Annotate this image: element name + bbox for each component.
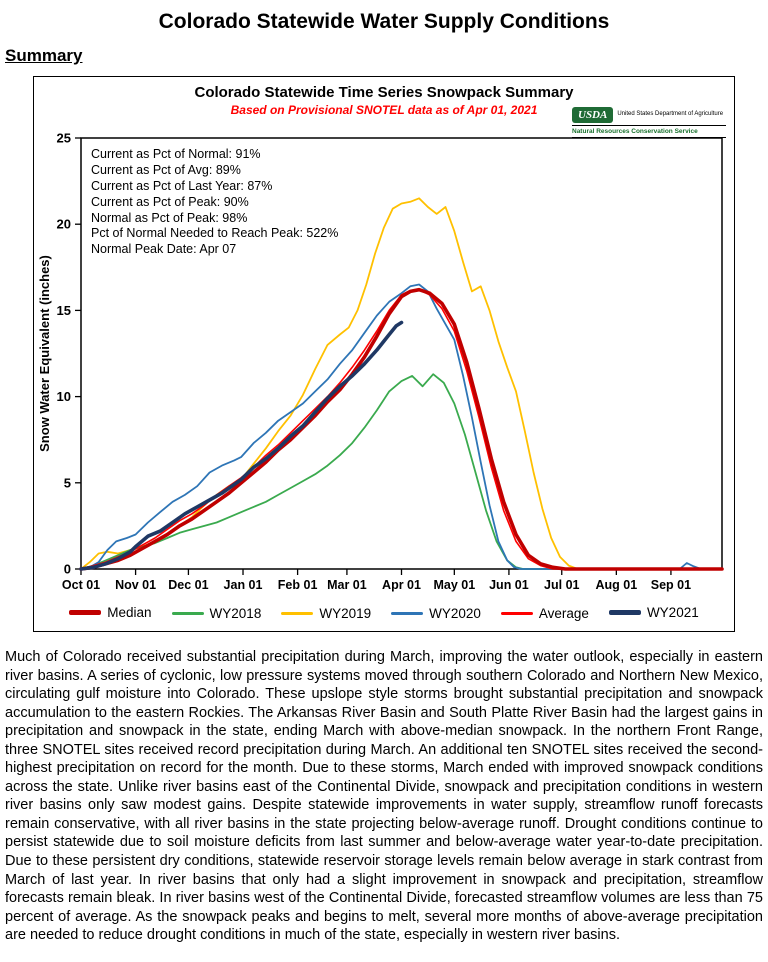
legend-swatch-average <box>500 612 533 615</box>
y-tick-label: 10 <box>57 389 71 404</box>
chart-legend: Median WY2018 WY2019 WY2020 Average WY2021 <box>34 600 734 631</box>
stat-line: Current as Pct of Last Year: 87% <box>91 178 273 193</box>
x-tick-label: Sep 01 <box>651 578 691 592</box>
x-tick-label: Mar 01 <box>327 578 367 592</box>
stat-line: Current as Pct of Normal: 91% <box>91 147 261 161</box>
y-tick-label: 15 <box>57 303 71 318</box>
plot-frame <box>80 137 723 570</box>
x-tick-label: Aug 01 <box>595 578 637 592</box>
legend-swatch-median <box>69 610 102 615</box>
legend-label: WY2020 <box>429 606 481 621</box>
legend-swatch-wy2020 <box>391 612 424 615</box>
summary-paragraph: Much of Colorado received substantial pr… <box>5 649 763 944</box>
usda-logo-badge: USDA <box>572 107 614 123</box>
legend-label: Average <box>538 606 589 621</box>
stat-line: Normal Peak Date: Apr 07 <box>91 242 237 257</box>
series-line-wy2018 <box>80 373 723 570</box>
y-tick-label: 5 <box>64 475 71 490</box>
legend-swatch-wy2019 <box>281 612 314 615</box>
legend-label: WY2018 <box>209 606 262 621</box>
plot-area-wrapper: 0 5 10 15 20 25 Oct 01 Nov 01 Dec 01 Jan 01 Feb 01… <box>34 131 734 600</box>
x-tick-label: Jul 01 <box>544 578 579 592</box>
legend-item-wy2020: WY2020 <box>391 606 481 621</box>
stat-line: Current as Pct of Avg: 89% <box>91 162 241 177</box>
x-tick-label: Feb 01 <box>278 578 318 592</box>
stat-line: Normal as Pct of Peak: 98% <box>91 210 248 225</box>
legend-swatch-wy2018 <box>171 612 204 615</box>
usda-department-name: United States Department of Agriculture <box>617 111 724 118</box>
x-tick-label: May 01 <box>433 578 475 592</box>
series-line-median <box>79 287 724 571</box>
stat-line: Current as Pct of Peak: 90% <box>91 194 249 209</box>
legend-item-median: Median <box>69 605 152 620</box>
x-tick-label: Nov 01 <box>115 578 156 592</box>
legend-item-wy2019: WY2019 <box>281 606 371 621</box>
x-tick-label: Jan 01 <box>224 578 263 592</box>
divider <box>572 125 726 126</box>
y-axis-title: Snow Water Equivalent (inches) <box>37 255 52 452</box>
stats-annotation: Current as Pct of Normal: 91% Current as… <box>91 147 338 258</box>
section-heading: Summary <box>5 46 83 65</box>
legend-label: Median <box>107 605 152 620</box>
legend-item-wy2021: WY2021 <box>608 605 699 620</box>
x-tick-label: Dec 01 <box>168 578 208 592</box>
usda-agency-name: Natural Resources Conservation Service <box>572 128 698 135</box>
legend-item-average: Average <box>500 606 589 621</box>
figure-subtitle: Based on Provisional SNOTEL data as of A… <box>230 103 538 117</box>
legend-swatch-wy2021 <box>608 610 641 615</box>
y-tick-label: 25 <box>57 131 71 146</box>
series-line-wy2021 <box>79 320 404 571</box>
snowpack-time-series-chart: 0 5 10 15 20 25 Oct 01 Nov 01 Dec 01 Jan 01 Feb 01… <box>37 131 724 592</box>
figure-title: Colorado Statewide Time Series Snowpack … <box>194 84 574 101</box>
page-title: Colorado Statewide Water Supply Conditio… <box>158 10 610 33</box>
x-tick-label: Apr 01 <box>382 578 421 592</box>
legend-label: WY2019 <box>319 606 372 621</box>
y-tick-label: 20 <box>57 217 71 232</box>
snowpack-summary-figure: Colorado Statewide Time Series Snowpack … <box>33 76 735 632</box>
x-tick-label: Oct 01 <box>62 578 100 592</box>
legend-item-wy2018: WY2018 <box>171 606 262 621</box>
series-line-wy2020 <box>80 283 723 570</box>
stat-line: Pct of Normal Needed to Reach Peak: 522% <box>91 226 339 241</box>
legend-label: WY2021 <box>646 605 699 620</box>
x-tick-label: Jun 01 <box>489 578 529 592</box>
y-tick-label: 0 <box>64 562 71 577</box>
